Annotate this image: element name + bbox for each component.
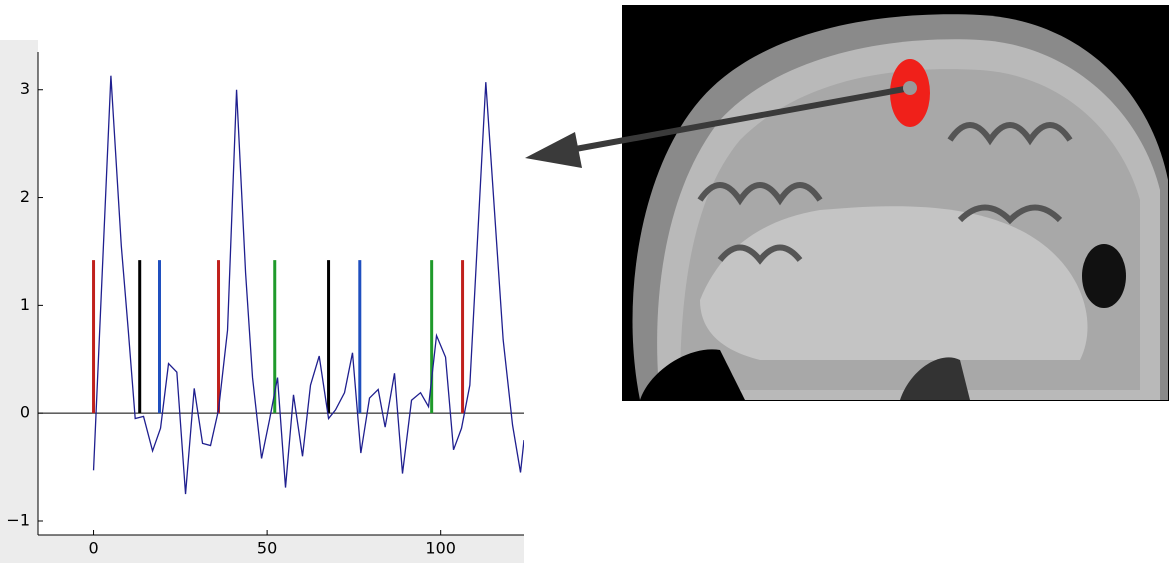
figure: −1 0 1 2 3 0 50 100 <box>0 0 1169 563</box>
y-tick-label: 2 <box>20 187 30 206</box>
x-tick-label: 0 <box>88 539 98 558</box>
x-tick-label: 100 <box>425 539 456 558</box>
x-tick-label: 50 <box>257 539 277 558</box>
y-tick-label: −1 <box>6 510 30 529</box>
y-tick-label: 3 <box>20 79 30 98</box>
brain-image <box>622 5 1169 401</box>
y-tick-label: 0 <box>20 403 30 422</box>
y-tick-label: 1 <box>20 295 30 314</box>
axes-background <box>38 40 524 535</box>
